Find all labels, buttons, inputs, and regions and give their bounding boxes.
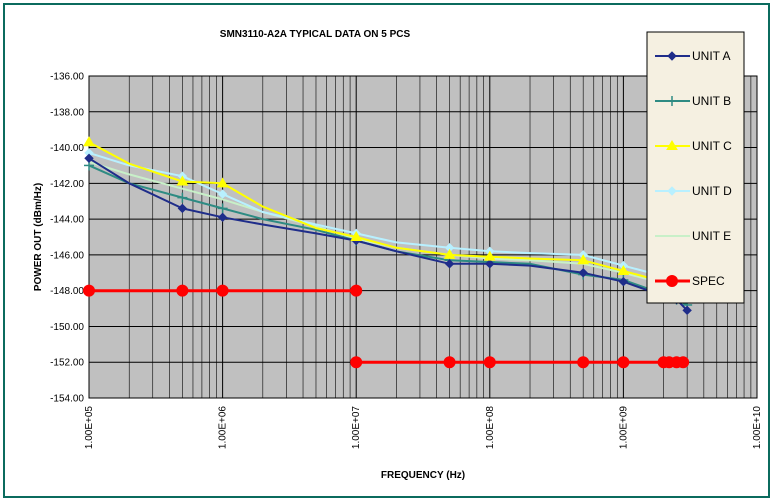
y-tick-label: -136.00 xyxy=(50,72,84,83)
data-point-unit-c xyxy=(216,177,229,188)
y-tick-label: -144.00 xyxy=(50,215,84,226)
legend-label: UNIT C xyxy=(692,139,732,153)
data-point-spec xyxy=(483,356,496,369)
legend-marker xyxy=(667,96,677,106)
series-line-unit-b xyxy=(88,164,688,306)
y-tick-label: -140.00 xyxy=(50,143,84,154)
y-tick-label: -152.00 xyxy=(50,358,84,369)
data-point-unit-c xyxy=(176,175,189,186)
y-axis-title: POWER OUT (dBm/Hz) xyxy=(33,183,44,291)
legend-item-unit-b: UNIT B xyxy=(655,94,731,108)
data-point-spec xyxy=(216,284,229,297)
y-tick-label: -146.00 xyxy=(50,250,84,261)
legend-label: UNIT E xyxy=(692,229,731,243)
data-point-spec xyxy=(83,284,95,297)
tick-labels: -136.00 -138.00 -140.00 -142.00 -144.00 -146.… xyxy=(50,72,763,450)
data-point-unit-c xyxy=(577,254,590,265)
x-tick-label: 1.00E+10 xyxy=(752,406,763,450)
data-point-spec xyxy=(677,356,690,369)
data-point-unit-b xyxy=(177,192,188,203)
data-point-unit-a xyxy=(682,305,692,316)
data-point-unit-c xyxy=(83,136,95,147)
legend: UNIT A UNIT B UNIT C UNIT D UNIT E SPEC xyxy=(646,31,745,304)
data-point-unit-a xyxy=(485,259,495,269)
data-point-unit-a xyxy=(444,259,455,269)
x-tick-label: 1.00E+05 xyxy=(84,406,95,450)
legend-label: UNIT B xyxy=(692,94,731,108)
legend-marker xyxy=(666,275,678,287)
legend-item-unit-c: UNIT C xyxy=(655,139,732,153)
y-tick-label: -154.00 xyxy=(50,394,84,405)
series-line-unit-c xyxy=(88,141,688,287)
chart-title: SMN3110-A2A TYPICAL DATA ON 5 PCS xyxy=(220,29,411,40)
data-point-unit-a xyxy=(618,277,629,287)
data-point-spec xyxy=(350,284,363,297)
data-point-spec xyxy=(176,284,189,297)
x-tick-label: 1.00E+07 xyxy=(351,406,362,450)
legend-item-unit-a: UNIT A xyxy=(655,49,730,63)
x-axis-title: FREQUENCY (Hz) xyxy=(381,470,465,481)
legend-label: UNIT A xyxy=(692,49,730,63)
data-point-unit-b xyxy=(217,203,228,214)
data-point-spec xyxy=(443,356,456,369)
x-tick-label: 1.00E+06 xyxy=(218,406,229,450)
data-point-spec xyxy=(617,356,630,369)
x-tick-label: 1.00E+09 xyxy=(618,406,629,450)
data-point-unit-a xyxy=(84,153,94,163)
data-point-unit-a xyxy=(217,212,228,223)
data-point-unit-c xyxy=(443,248,456,259)
legend-box xyxy=(646,31,745,304)
legend-marker xyxy=(667,186,677,196)
plot-area xyxy=(88,75,758,399)
legend-item-unit-e: UNIT E xyxy=(655,229,731,243)
legend-marker xyxy=(666,140,678,150)
data-point-unit-c xyxy=(617,265,630,275)
data-point-spec xyxy=(350,356,363,369)
legend-label: SPEC xyxy=(692,274,725,288)
data-point-spec xyxy=(577,356,590,369)
legend-item-unit-d: UNIT D xyxy=(655,184,732,198)
data-point-unit-c xyxy=(350,231,363,241)
x-tick-label: 1.00E+08 xyxy=(485,406,496,450)
series-line-unit-d xyxy=(88,151,688,283)
data-point-unit-a xyxy=(578,268,588,278)
data-point-unit-a xyxy=(177,203,188,214)
y-tick-label: -138.00 xyxy=(50,107,84,118)
y-tick-label: -148.00 xyxy=(50,286,84,297)
legend-label: UNIT D xyxy=(692,184,732,198)
series-line-unit-a xyxy=(88,157,688,312)
y-tick-label: -142.00 xyxy=(50,179,84,190)
legend-marker xyxy=(667,51,677,61)
legend-item-spec: SPEC xyxy=(655,274,725,288)
series-spec xyxy=(83,284,690,369)
data-point-unit-c xyxy=(483,250,496,261)
data-point-unit-d xyxy=(217,189,228,199)
y-tick-label: -150.00 xyxy=(50,322,84,333)
